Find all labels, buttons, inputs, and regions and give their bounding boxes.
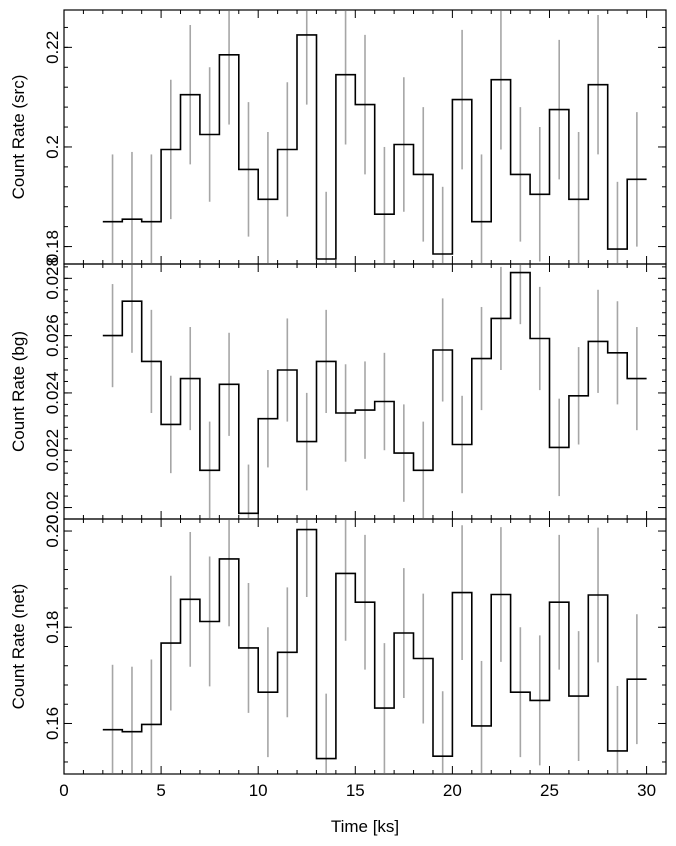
x-tick-label: 30: [637, 781, 656, 800]
x-tick-label: 0: [59, 781, 68, 800]
y-tick-label: 0.024: [43, 372, 62, 415]
y-tick-label: 0.028: [43, 257, 62, 300]
y-axis-label: Count Rate (src): [9, 75, 28, 200]
x-axis-label: Time [ks]: [331, 817, 399, 836]
step-line: [102, 271, 647, 515]
y-tick-label: 0.22: [43, 31, 62, 64]
y-tick-label: 0.18: [43, 611, 62, 644]
x-tick-label: 15: [346, 781, 365, 800]
panel-3: 0.16 0.18 0.20 Count Rate (net): [9, 514, 667, 775]
y-tick-label: 0.026: [43, 314, 62, 357]
y-tick-label: 0.2: [43, 135, 62, 159]
y-tick-label: 0.022: [43, 429, 62, 472]
step-line: [102, 528, 647, 760]
y-axis-label: Count Rate (net): [9, 584, 28, 710]
x-tick-label: 20: [443, 781, 462, 800]
y-tick-label: 0.16: [43, 707, 62, 740]
y-tick-label: 0.20: [43, 514, 62, 547]
x-tick-label: 5: [156, 781, 165, 800]
y-tick-label: 0.02: [43, 491, 62, 524]
panel-1: 0.18 0.2 0.22 Count Rate (src): [9, 9, 667, 265]
x-tick-label: 10: [249, 781, 268, 800]
step-line: [102, 34, 647, 260]
x-tick-label: 25: [540, 781, 559, 800]
y-tick-label: 0.18: [43, 230, 62, 263]
y-axis-label: Count Rate (bg): [9, 331, 28, 452]
panel-2: 0.02 0.022 0.024 0.026 0.028 Count Rate (bg): [9, 257, 667, 524]
